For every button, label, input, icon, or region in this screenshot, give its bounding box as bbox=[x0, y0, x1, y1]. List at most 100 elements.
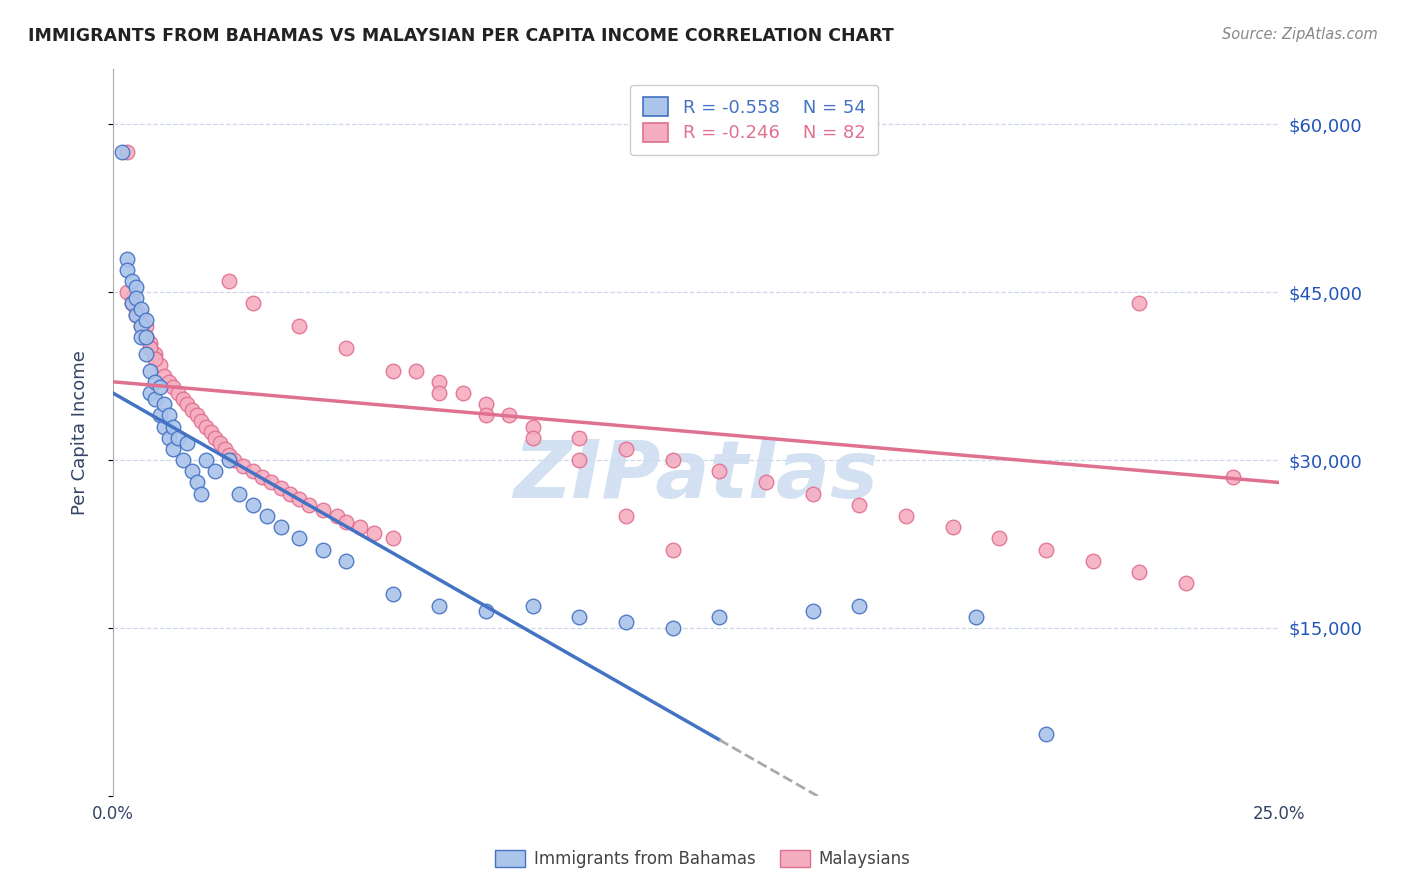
Point bbox=[1222, 470, 1244, 484]
Point bbox=[522, 599, 544, 613]
Text: Source: ZipAtlas.com: Source: ZipAtlas.com bbox=[1222, 27, 1378, 42]
Point bbox=[115, 285, 138, 300]
Point bbox=[298, 498, 321, 512]
Point bbox=[475, 604, 498, 618]
Point bbox=[270, 520, 292, 534]
Point bbox=[522, 419, 544, 434]
Point bbox=[204, 431, 226, 445]
Text: ZIPatlas: ZIPatlas bbox=[513, 437, 879, 515]
Point bbox=[172, 392, 194, 406]
Point bbox=[162, 419, 184, 434]
Point bbox=[139, 341, 162, 355]
Point bbox=[429, 386, 451, 401]
Point bbox=[288, 492, 311, 507]
Point bbox=[148, 380, 170, 394]
Point bbox=[162, 442, 184, 456]
Point bbox=[129, 318, 152, 333]
Point bbox=[614, 509, 637, 524]
Point bbox=[176, 436, 198, 450]
Point bbox=[143, 392, 166, 406]
Point bbox=[134, 330, 156, 344]
Legend: Immigrants from Bahamas, Malaysians: Immigrants from Bahamas, Malaysians bbox=[489, 843, 917, 875]
Point bbox=[125, 291, 148, 305]
Point bbox=[111, 145, 134, 160]
Point bbox=[498, 409, 520, 423]
Point bbox=[522, 431, 544, 445]
Point bbox=[451, 386, 474, 401]
Point bbox=[129, 318, 152, 333]
Point bbox=[381, 587, 404, 601]
Point bbox=[125, 308, 148, 322]
Point bbox=[475, 409, 498, 423]
Point bbox=[134, 330, 156, 344]
Point bbox=[143, 352, 166, 367]
Point bbox=[224, 453, 246, 467]
Point bbox=[139, 363, 162, 377]
Point bbox=[1081, 554, 1104, 568]
Point bbox=[755, 475, 778, 490]
Point bbox=[568, 453, 591, 467]
Point bbox=[661, 453, 683, 467]
Point bbox=[157, 409, 180, 423]
Point bbox=[709, 464, 731, 478]
Point bbox=[139, 341, 162, 355]
Point bbox=[139, 386, 162, 401]
Point bbox=[242, 296, 264, 310]
Point bbox=[167, 431, 190, 445]
Point bbox=[218, 453, 240, 467]
Point bbox=[162, 380, 184, 394]
Point bbox=[228, 486, 250, 500]
Point bbox=[121, 296, 143, 310]
Point bbox=[801, 486, 824, 500]
Point bbox=[148, 409, 170, 423]
Point bbox=[121, 274, 143, 288]
Point bbox=[288, 532, 311, 546]
Point bbox=[200, 425, 222, 439]
Point bbox=[1035, 727, 1057, 741]
Point bbox=[1035, 542, 1057, 557]
Point bbox=[121, 296, 143, 310]
Point bbox=[568, 431, 591, 445]
Point bbox=[153, 397, 176, 411]
Point bbox=[195, 453, 218, 467]
Point bbox=[363, 525, 385, 540]
Point bbox=[568, 609, 591, 624]
Point bbox=[335, 515, 357, 529]
Point bbox=[848, 498, 870, 512]
Point bbox=[709, 609, 731, 624]
Point bbox=[312, 503, 335, 517]
Point bbox=[335, 554, 357, 568]
Point bbox=[176, 397, 198, 411]
Point bbox=[190, 486, 212, 500]
Point bbox=[153, 419, 176, 434]
Point bbox=[242, 498, 264, 512]
Point bbox=[129, 301, 152, 316]
Point bbox=[260, 475, 283, 490]
Point bbox=[218, 274, 240, 288]
Point bbox=[256, 509, 278, 524]
Point bbox=[475, 397, 498, 411]
Text: IMMIGRANTS FROM BAHAMAS VS MALAYSIAN PER CAPITA INCOME CORRELATION CHART: IMMIGRANTS FROM BAHAMAS VS MALAYSIAN PER… bbox=[28, 27, 894, 45]
Point bbox=[125, 301, 148, 316]
Point bbox=[349, 520, 371, 534]
Point bbox=[134, 313, 156, 327]
Point bbox=[1128, 296, 1150, 310]
Point bbox=[148, 358, 170, 372]
Y-axis label: Per Capita Income: Per Capita Income bbox=[72, 350, 89, 515]
Point bbox=[429, 599, 451, 613]
Point bbox=[894, 509, 917, 524]
Point bbox=[143, 347, 166, 361]
Point bbox=[848, 599, 870, 613]
Point bbox=[129, 308, 152, 322]
Point bbox=[1174, 576, 1197, 591]
Point bbox=[167, 386, 190, 401]
Point bbox=[186, 475, 208, 490]
Point bbox=[181, 402, 204, 417]
Point bbox=[1128, 565, 1150, 579]
Point bbox=[326, 509, 349, 524]
Point bbox=[335, 341, 357, 355]
Point bbox=[942, 520, 965, 534]
Point bbox=[242, 464, 264, 478]
Point bbox=[250, 470, 273, 484]
Point bbox=[172, 453, 194, 467]
